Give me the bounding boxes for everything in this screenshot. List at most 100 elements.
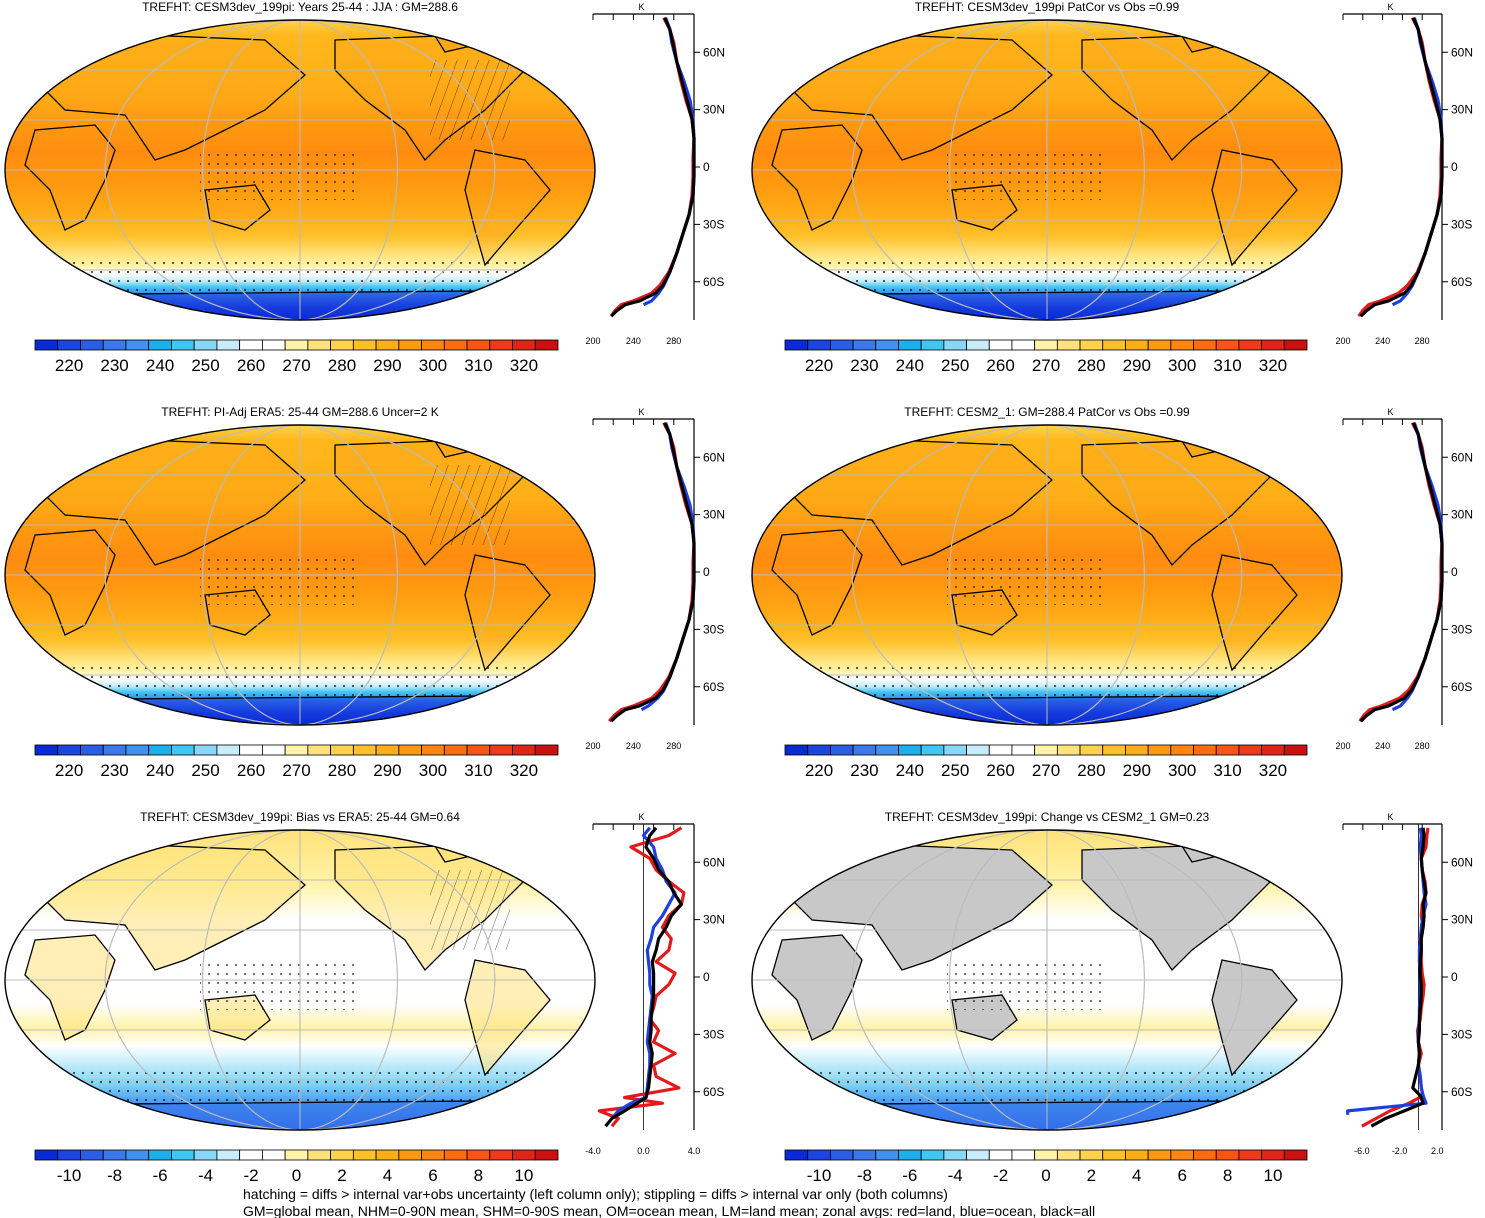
footer-notes: hatching = diffs > internal var+obs unce… [243, 1186, 1095, 1218]
colorbar-tick-label: -8 [857, 1166, 872, 1185]
colorbar-box [171, 1149, 195, 1161]
profile-y-tick-label: 0 [703, 970, 710, 984]
profile-y-tick-label: 30N [1451, 913, 1473, 927]
colorbar-box [829, 1149, 854, 1161]
colorbar-box [1238, 744, 1263, 756]
graticule-meridian [949, 425, 1145, 725]
map-title: TREFHT: CESM2_1: GM=288.4 PatCor vs Obs … [904, 405, 1190, 419]
colorbar-tick-label: -8 [107, 1166, 122, 1185]
colorbar-box [898, 339, 922, 351]
profile-x-tick-label: 200 [585, 336, 600, 346]
colorbar-tick-label: 220 [805, 356, 833, 375]
colorbar-box [193, 1149, 218, 1161]
profile-y-tick-label: 30S [1451, 217, 1472, 231]
colorbar-tick-label: 260 [237, 761, 265, 780]
colorbar-tick-label: 310 [1213, 356, 1241, 375]
colorbar-box [80, 1149, 104, 1161]
colorbar-box [988, 1149, 1013, 1161]
profile-series-land [1361, 827, 1430, 1128]
colorbar-box [1170, 339, 1194, 351]
colorbar-box [1102, 1149, 1126, 1161]
colorbar-box [875, 339, 899, 351]
colorbar-box [1170, 1149, 1194, 1161]
profile-x-tick-label: 200 [1335, 741, 1350, 751]
colorbar-tick-label: -10 [57, 1166, 82, 1185]
map-title: TREFHT: CESM3dev_199pi: Change vs CESM2_… [885, 810, 1210, 824]
colorbar-tick-label: 290 [373, 761, 401, 780]
continent-south-america [1211, 149, 1298, 267]
colorbar-tick-label: 2 [337, 1166, 346, 1185]
map-outline [4, 829, 596, 1131]
colorbar-tick-label: 300 [419, 761, 447, 780]
profile-x-tick-label: 0.0 [637, 1146, 650, 1156]
colorbar-tick-label: 220 [805, 761, 833, 780]
colorbar-box [443, 1149, 468, 1161]
colorbar-box [1147, 339, 1172, 351]
colorbar-box [784, 339, 809, 351]
colorbar-box [1238, 1149, 1263, 1161]
colorbar-box [1283, 1149, 1308, 1161]
colorbar-tick-label: 230 [850, 356, 878, 375]
colorbar-box [920, 339, 945, 351]
colorbar-box [534, 339, 559, 351]
profile-x-tick-label: 280 [1415, 741, 1430, 751]
profile-y-tick-label: 0 [1451, 970, 1458, 984]
profile-series-land [1358, 422, 1444, 723]
profile-x-tick-label: 240 [626, 741, 641, 751]
profile-y-tick-label: 60S [703, 1085, 724, 1099]
colorbar-tick-label: 270 [1032, 356, 1060, 375]
colorbar-box [1011, 744, 1036, 756]
colorbar-box [125, 1149, 150, 1161]
colorbar-box [875, 1149, 899, 1161]
colorbar-tick-label: 320 [1259, 761, 1287, 780]
profile-unit-label: K [1387, 812, 1393, 822]
panel-5: TREFHT: CESM3dev_199pi: Bias vs ERA5: 25… [4, 810, 725, 1185]
colorbar-box [466, 744, 491, 756]
profile-y-tick-label: 30S [1451, 1027, 1472, 1041]
colorbar-box [1193, 1149, 1217, 1161]
profile-y-tick-label: 60S [1451, 275, 1472, 289]
colorbar-box [1283, 339, 1308, 351]
profile-x-tick-label: 280 [666, 741, 681, 751]
colorbar-tick-label: 240 [146, 761, 174, 780]
stippling-region [200, 555, 360, 605]
colorbar-box [988, 744, 1013, 756]
panels: TREFHT: CESM3dev_199pi: Years 25-44 : JJ… [4, 0, 1473, 1185]
colorbar-tick-label: 320 [1259, 356, 1287, 375]
colorbar-box [375, 744, 400, 756]
colorbar-box [1102, 744, 1126, 756]
colorbar-box [1034, 744, 1058, 756]
profile-y-tick-label: 30S [703, 622, 724, 636]
profile-y-tick-label: 60N [703, 855, 725, 869]
zonal-profile: K -4.0 0.0 4.0 60N 30N 0 30S 60S [585, 812, 725, 1156]
colorbar-tick-label: 280 [328, 356, 356, 375]
stippling-region [947, 150, 1107, 200]
colorbar: 220 230 240 250 260 270 280 290 300 310 320 [34, 339, 559, 375]
continent-south-america [1211, 554, 1298, 672]
colorbar-box [57, 1149, 81, 1161]
zonal-profile: K -6.0 -2.0 2.0 60N 30N 0 30S 60S [1342, 812, 1473, 1156]
profile-series-all [604, 826, 684, 1128]
profile-y-tick-label: 30S [703, 217, 724, 231]
hatching-region [430, 870, 510, 950]
profile-y-tick-label: 0 [1451, 160, 1458, 174]
profile-x-tick-label: 200 [585, 741, 600, 751]
colorbar-box [421, 1149, 445, 1161]
profile-series-land [607, 422, 696, 723]
colorbar-tick-label: 280 [1077, 761, 1105, 780]
colorbar-box [466, 339, 491, 351]
colorbar-tick-label: 230 [850, 761, 878, 780]
colorbar-box [443, 339, 468, 351]
graticule-meridian [949, 20, 1145, 320]
colorbar-box [80, 339, 104, 351]
map-outline [751, 829, 1343, 1131]
colorbar-box [1261, 339, 1285, 351]
colorbar-box [102, 744, 127, 756]
colorbar-tick-label: 280 [1077, 356, 1105, 375]
profile-y-tick-label: 60S [1451, 680, 1472, 694]
profile-series-all [610, 17, 696, 318]
colorbar-tick-label: -4 [948, 1166, 963, 1185]
colorbar-box [1011, 339, 1036, 351]
profile-unit-label: K [1387, 2, 1393, 12]
map-title: TREFHT: PI-Adj ERA5: 25-44 GM=288.6 Unce… [161, 405, 438, 419]
